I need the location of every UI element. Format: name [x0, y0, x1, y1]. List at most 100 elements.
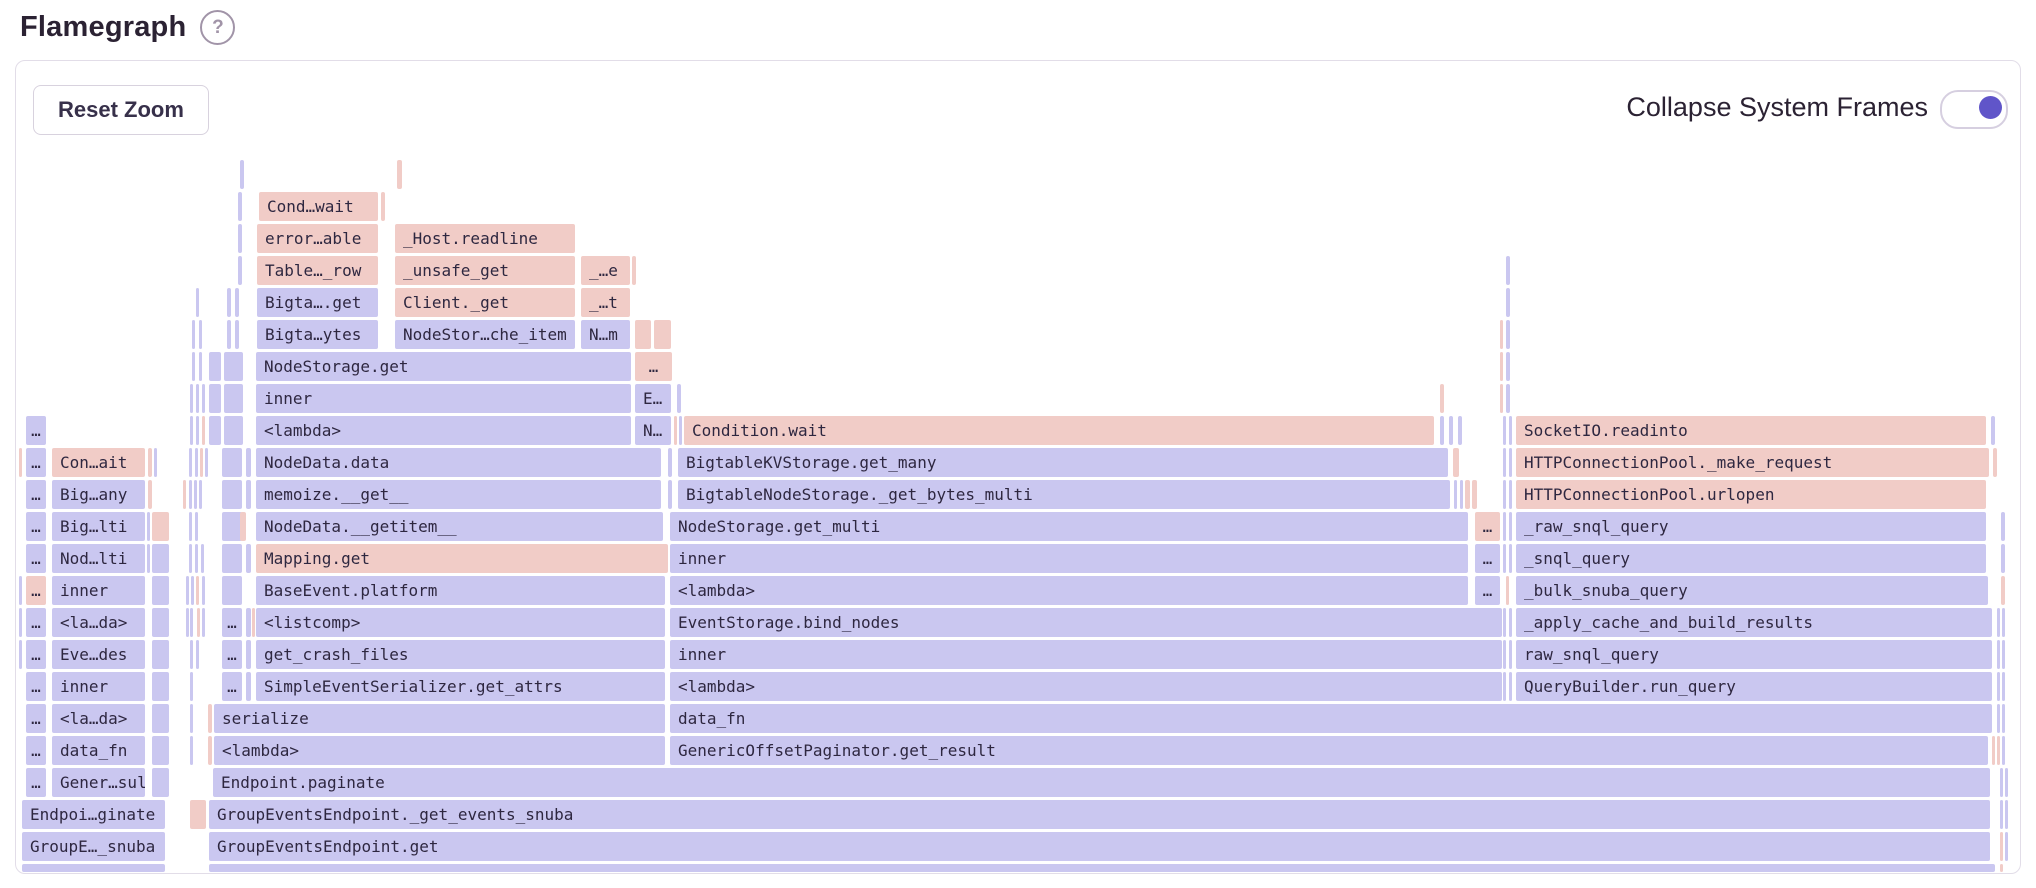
flame-frame[interactable]	[1503, 640, 1506, 669]
flame-frame[interactable]: NodeData.__getitem__	[256, 512, 663, 541]
flame-frame[interactable]	[222, 480, 242, 509]
flame-frame[interactable]	[238, 224, 242, 253]
flame-frame[interactable]: …	[1475, 544, 1500, 573]
flame-frame[interactable]	[1503, 672, 1506, 701]
flame-frame[interactable]	[397, 160, 402, 189]
flame-frame[interactable]: Cond…wait	[259, 192, 378, 221]
flame-frame[interactable]	[186, 608, 189, 637]
flame-frame[interactable]: …	[26, 544, 46, 573]
flame-frame[interactable]	[2000, 864, 2003, 872]
flame-frame[interactable]	[1997, 704, 2000, 733]
flame-frame[interactable]	[222, 544, 242, 573]
flame-frame[interactable]	[222, 576, 242, 605]
flame-frame[interactable]: Nod…lti	[52, 544, 145, 573]
flame-frame[interactable]	[1449, 416, 1453, 445]
flame-frame[interactable]: Endpoi…ginate	[22, 800, 165, 829]
flame-frame[interactable]: NodeStor…che_item	[395, 320, 575, 349]
flame-frame[interactable]	[154, 448, 157, 477]
flame-frame[interactable]	[2001, 512, 2005, 541]
flame-frame[interactable]	[246, 672, 251, 701]
flame-frame[interactable]: EventStorage.bind_nodes	[670, 608, 1502, 637]
flame-frame[interactable]	[199, 352, 202, 381]
flame-frame[interactable]	[199, 320, 202, 349]
flame-frame[interactable]: <lambda>	[214, 736, 665, 765]
flame-frame[interactable]	[246, 640, 251, 669]
flame-frame[interactable]	[252, 608, 255, 637]
flame-frame[interactable]	[632, 256, 636, 285]
flame-frame[interactable]: Table…_row	[257, 256, 378, 285]
flame-frame[interactable]	[222, 448, 242, 477]
flame-frame[interactable]	[2001, 544, 2005, 573]
flame-frame[interactable]	[2005, 832, 2008, 861]
flame-frame[interactable]	[381, 192, 385, 221]
flame-frame[interactable]: Bigta…ytes	[257, 320, 378, 349]
flame-frame[interactable]: …	[26, 640, 46, 669]
flame-frame[interactable]: Condition.wait	[684, 416, 1434, 445]
flame-frame[interactable]: …	[26, 416, 46, 445]
flame-frame[interactable]	[235, 320, 239, 349]
flame-frame[interactable]	[224, 384, 243, 413]
flame-frame[interactable]	[1997, 608, 2000, 637]
flame-frame[interactable]	[147, 512, 150, 541]
flame-frame[interactable]	[227, 288, 231, 317]
flame-frame[interactable]	[1500, 384, 1503, 413]
flame-frame[interactable]	[209, 384, 221, 413]
flame-frame[interactable]	[209, 352, 221, 381]
flame-frame[interactable]	[19, 608, 22, 637]
flame-frame[interactable]	[190, 704, 193, 733]
flame-frame[interactable]: GroupEventsEndpoint._get_events_snuba	[209, 800, 1990, 829]
flame-frame[interactable]: SimpleEventSerializer.get_attrs	[256, 672, 665, 701]
flame-frame[interactable]	[152, 640, 169, 669]
flame-frame[interactable]: …	[26, 704, 46, 733]
flame-frame[interactable]	[238, 256, 242, 285]
flame-frame[interactable]	[1997, 736, 2000, 765]
flame-frame[interactable]: Gener…sult	[52, 768, 145, 797]
flame-frame[interactable]: _unsafe_get	[395, 256, 575, 285]
flame-frame[interactable]	[1503, 416, 1506, 445]
flame-frame[interactable]: SocketIO.readinto	[1516, 416, 1986, 445]
flame-frame[interactable]: Big…any	[52, 480, 145, 509]
flame-frame[interactable]: N…	[635, 416, 671, 445]
flame-frame[interactable]: inner	[52, 576, 145, 605]
flame-frame[interactable]	[190, 416, 193, 445]
flame-frame[interactable]	[668, 448, 672, 477]
flame-frame[interactable]	[19, 640, 22, 669]
flame-frame[interactable]	[1503, 480, 1506, 509]
flame-frame[interactable]: …	[26, 768, 46, 797]
flame-frame[interactable]	[1506, 352, 1510, 381]
flame-frame[interactable]	[1509, 544, 1512, 573]
flame-frame[interactable]	[192, 352, 195, 381]
flame-frame[interactable]	[1465, 480, 1470, 509]
flame-frame[interactable]: _apply_cache_and_build_results	[1516, 608, 1992, 637]
flame-frame[interactable]: <lambda>	[670, 672, 1502, 701]
flame-frame[interactable]: …	[26, 576, 46, 605]
flame-frame[interactable]	[1460, 480, 1463, 509]
flame-frame[interactable]: raw_snql_query	[1516, 640, 1992, 669]
flame-frame[interactable]	[189, 512, 192, 541]
flame-frame[interactable]	[2002, 608, 2005, 637]
flame-frame[interactable]	[1440, 416, 1444, 445]
flame-frame[interactable]	[1509, 416, 1512, 445]
flame-frame[interactable]: …	[26, 480, 46, 509]
flame-frame[interactable]	[195, 512, 198, 541]
flame-frame[interactable]	[2000, 768, 2003, 797]
flame-frame[interactable]	[202, 384, 205, 413]
flame-frame[interactable]	[152, 544, 169, 573]
flame-frame[interactable]	[152, 672, 169, 701]
flame-frame[interactable]: …	[1475, 512, 1500, 541]
flame-frame[interactable]	[224, 416, 243, 445]
flame-frame[interactable]	[246, 544, 251, 573]
flame-frame[interactable]: <la…da>	[52, 608, 145, 637]
flame-frame[interactable]	[240, 160, 244, 189]
flame-frame[interactable]: NodeStorage.get_multi	[670, 512, 1468, 541]
flame-frame[interactable]	[668, 480, 672, 509]
flame-frame[interactable]	[1503, 512, 1506, 541]
flame-frame[interactable]	[189, 480, 192, 509]
flame-frame[interactable]	[1991, 416, 1995, 445]
flame-frame[interactable]	[202, 576, 205, 605]
flame-frame[interactable]	[190, 672, 193, 701]
flame-frame[interactable]	[1454, 480, 1457, 509]
flame-frame[interactable]	[209, 416, 221, 445]
flame-frame[interactable]	[152, 768, 169, 797]
flame-frame[interactable]	[635, 320, 651, 349]
